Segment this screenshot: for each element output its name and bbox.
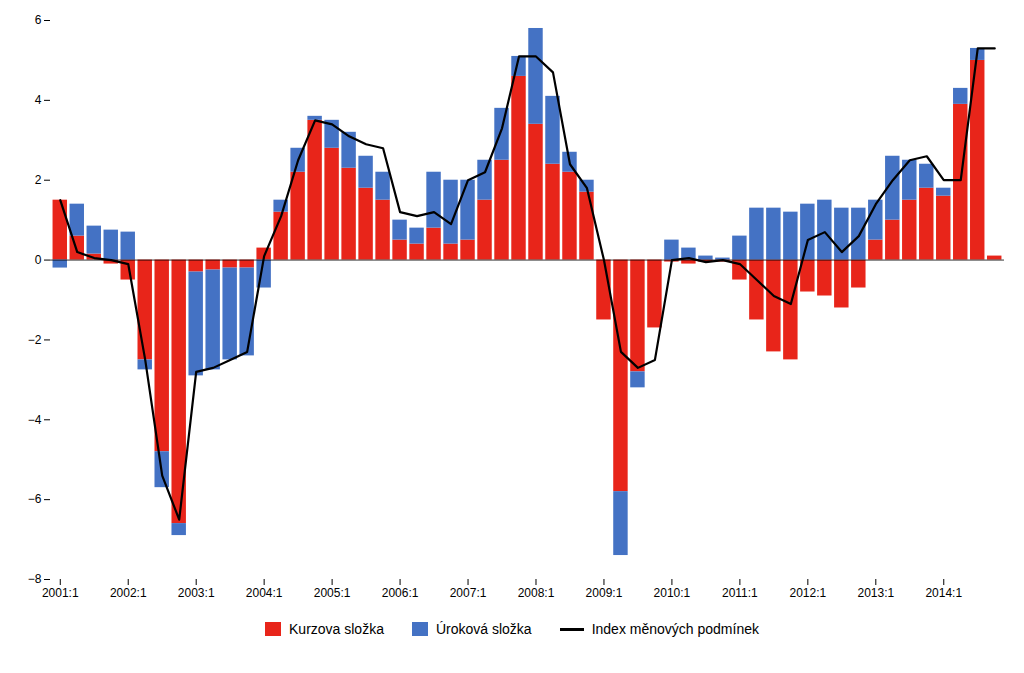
svg-text:2007:1: 2007:1 — [450, 586, 487, 600]
svg-text:0: 0 — [35, 253, 42, 267]
svg-text:2014:1: 2014:1 — [925, 586, 962, 600]
html-text:Úroková složka: Úroková složka — [436, 621, 532, 637]
svg-text:2010:1: 2010:1 — [654, 586, 691, 600]
html-text:Index měnových podmínek: Index měnových podmínek — [591, 621, 759, 637]
svg-text:6: 6 — [35, 13, 42, 27]
svg-text:2011:1: 2011:1 — [722, 586, 758, 600]
svg-text:2004:1: 2004:1 — [246, 586, 283, 600]
svg-text:2: 2 — [35, 173, 42, 187]
svg-text:2005:1: 2005:1 — [314, 586, 351, 600]
svg-text:−2: −2 — [28, 333, 42, 347]
svg-text:2006:1: 2006:1 — [382, 586, 419, 600]
svg-text:−6: −6 — [28, 492, 42, 506]
svg-text:−8: −8 — [28, 572, 42, 586]
svg-text:−4: −4 — [28, 413, 42, 427]
svg-text:2003:1: 2003:1 — [178, 586, 215, 600]
svg-text:2001:1: 2001:1 — [42, 586, 79, 600]
svg-text:2002:1: 2002:1 — [110, 586, 147, 600]
svg-text:2012:1: 2012:1 — [789, 586, 826, 600]
svg-text:4: 4 — [35, 93, 42, 107]
svg-text:2013:1: 2013:1 — [857, 586, 894, 600]
svg-text:2009:1: 2009:1 — [586, 586, 623, 600]
svg-text:2008:1: 2008:1 — [518, 586, 555, 600]
html-text:Kurzova složka: Kurzova složka — [289, 621, 384, 637]
